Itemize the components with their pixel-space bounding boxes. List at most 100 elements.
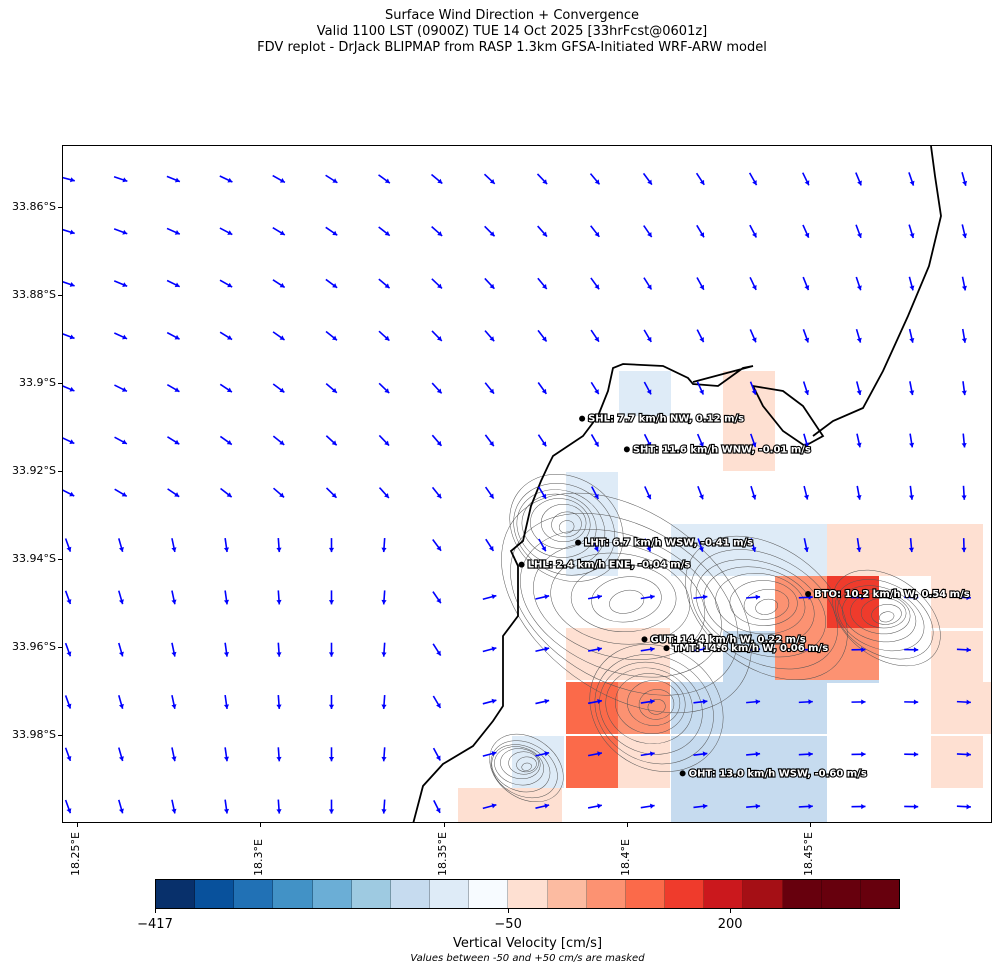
wind-arrow <box>328 538 335 553</box>
wind-arrow <box>956 647 971 653</box>
contour-line <box>533 541 706 660</box>
wind-arrow <box>693 646 708 652</box>
wind-arrow <box>223 747 230 762</box>
contour-line <box>516 756 537 773</box>
contour-line <box>594 654 714 765</box>
velocity-cell <box>931 576 983 628</box>
wind-arrow <box>640 699 655 705</box>
wind-arrow <box>63 489 75 497</box>
velocity-cell <box>723 682 775 734</box>
x-tick-label: 18.25°E <box>68 832 82 876</box>
wind-arrow <box>64 590 72 605</box>
contour-line <box>521 493 597 558</box>
velocity-cell <box>566 628 618 680</box>
contour-line <box>647 699 666 715</box>
wind-arrow <box>643 433 652 448</box>
wind-arrow <box>750 433 757 448</box>
wind-arrow <box>113 176 128 183</box>
wind-arrow <box>956 594 971 601</box>
wind-arrow <box>325 226 338 236</box>
wind-arrow <box>223 799 230 814</box>
wind-arrow <box>851 699 866 705</box>
y-tick-mark <box>58 207 62 209</box>
y-tick-mark <box>58 295 62 297</box>
wind-arrow <box>381 538 387 553</box>
wind-arrow <box>113 228 128 235</box>
wind-arrow <box>535 594 550 600</box>
wind-arrow <box>908 485 915 500</box>
contour-line <box>521 762 532 771</box>
wind-arrow <box>272 331 285 341</box>
wind-arrow <box>908 538 915 553</box>
y-tick-mark <box>58 471 62 473</box>
wind-arrow <box>746 646 761 653</box>
wind-arrow <box>746 803 761 809</box>
colorbar-segment <box>351 880 391 908</box>
wind-arrow <box>381 694 387 710</box>
wind-arrow <box>909 381 915 396</box>
plot-title: Surface Wind Direction + Convergence Val… <box>0 8 1001 56</box>
wind-arrow <box>904 804 919 810</box>
wind-arrow <box>643 329 652 343</box>
wind-arrow <box>693 699 708 705</box>
wind-arrow <box>325 487 338 499</box>
wind-arrow <box>219 279 233 288</box>
contour-line <box>551 511 582 538</box>
wind-arrow <box>798 646 813 653</box>
wind-arrow <box>693 803 708 809</box>
wind-arrow <box>484 434 495 447</box>
velocity-cell <box>931 631 983 683</box>
colorbar-segment <box>586 880 626 908</box>
wind-arrow <box>697 538 704 552</box>
wind-arrow <box>381 799 387 814</box>
wind-arrow <box>644 538 652 552</box>
wind-arrow <box>118 799 124 814</box>
wind-arrow <box>219 331 233 341</box>
wind-arrow <box>378 330 390 342</box>
wind-arrow <box>64 799 72 814</box>
colorbar-tick-label: −417 <box>137 917 173 932</box>
wind-arrow <box>276 799 282 814</box>
wind-arrow <box>798 751 813 757</box>
colorbar-segment <box>782 880 822 908</box>
wind-arrow <box>855 328 862 343</box>
wind-arrow <box>750 485 757 500</box>
wind-arrow <box>746 594 761 600</box>
contour-line <box>690 549 838 670</box>
wind-arrow <box>908 224 915 239</box>
velocity-cell <box>512 736 564 788</box>
wind-arrow <box>118 590 124 605</box>
wind-arrow <box>432 643 442 657</box>
wind-arrow <box>856 433 862 448</box>
wind-arrow <box>802 224 810 239</box>
wind-arrow <box>802 381 810 396</box>
contour-line <box>879 611 895 623</box>
contour-line <box>837 585 925 652</box>
wind-arrow <box>381 590 387 605</box>
wind-arrow <box>696 329 705 343</box>
wind-arrow <box>113 332 128 340</box>
wind-arrow <box>482 803 497 810</box>
wind-arrow <box>961 538 967 553</box>
wind-arrow <box>431 330 443 342</box>
wind-arrow <box>697 485 704 500</box>
wind-arrow <box>118 747 124 762</box>
x-tick-mark <box>626 823 628 827</box>
map-frame: SHL: 7.7 km/h NW, 0.12 m/s SHT: 11.6 km/h… <box>62 145 992 823</box>
station-marker: OHT: 13.0 km/h WSW, -0.60 m/s <box>679 767 868 781</box>
wind-arrow <box>114 488 128 498</box>
wind-arrow <box>535 751 550 757</box>
contour-line <box>638 689 675 720</box>
station-marker: BTO: 10.2 km/h W, 0.54 m/s <box>805 588 971 601</box>
wind-arrow <box>856 538 862 553</box>
station-label: BTO: 10.2 km/h W, 0.54 m/s <box>814 589 970 600</box>
colorbar-segment <box>273 880 313 908</box>
wind-arrow <box>328 590 335 605</box>
wind-arrow <box>855 224 862 239</box>
station-label: OHT: 13.0 km/h WSW, -0.60 m/s <box>689 768 867 779</box>
contour-line <box>685 535 848 681</box>
colorbar-segment <box>508 880 548 908</box>
wind-arrow <box>748 172 758 186</box>
velocity-cell <box>827 524 879 576</box>
wind-arrow <box>64 538 72 552</box>
